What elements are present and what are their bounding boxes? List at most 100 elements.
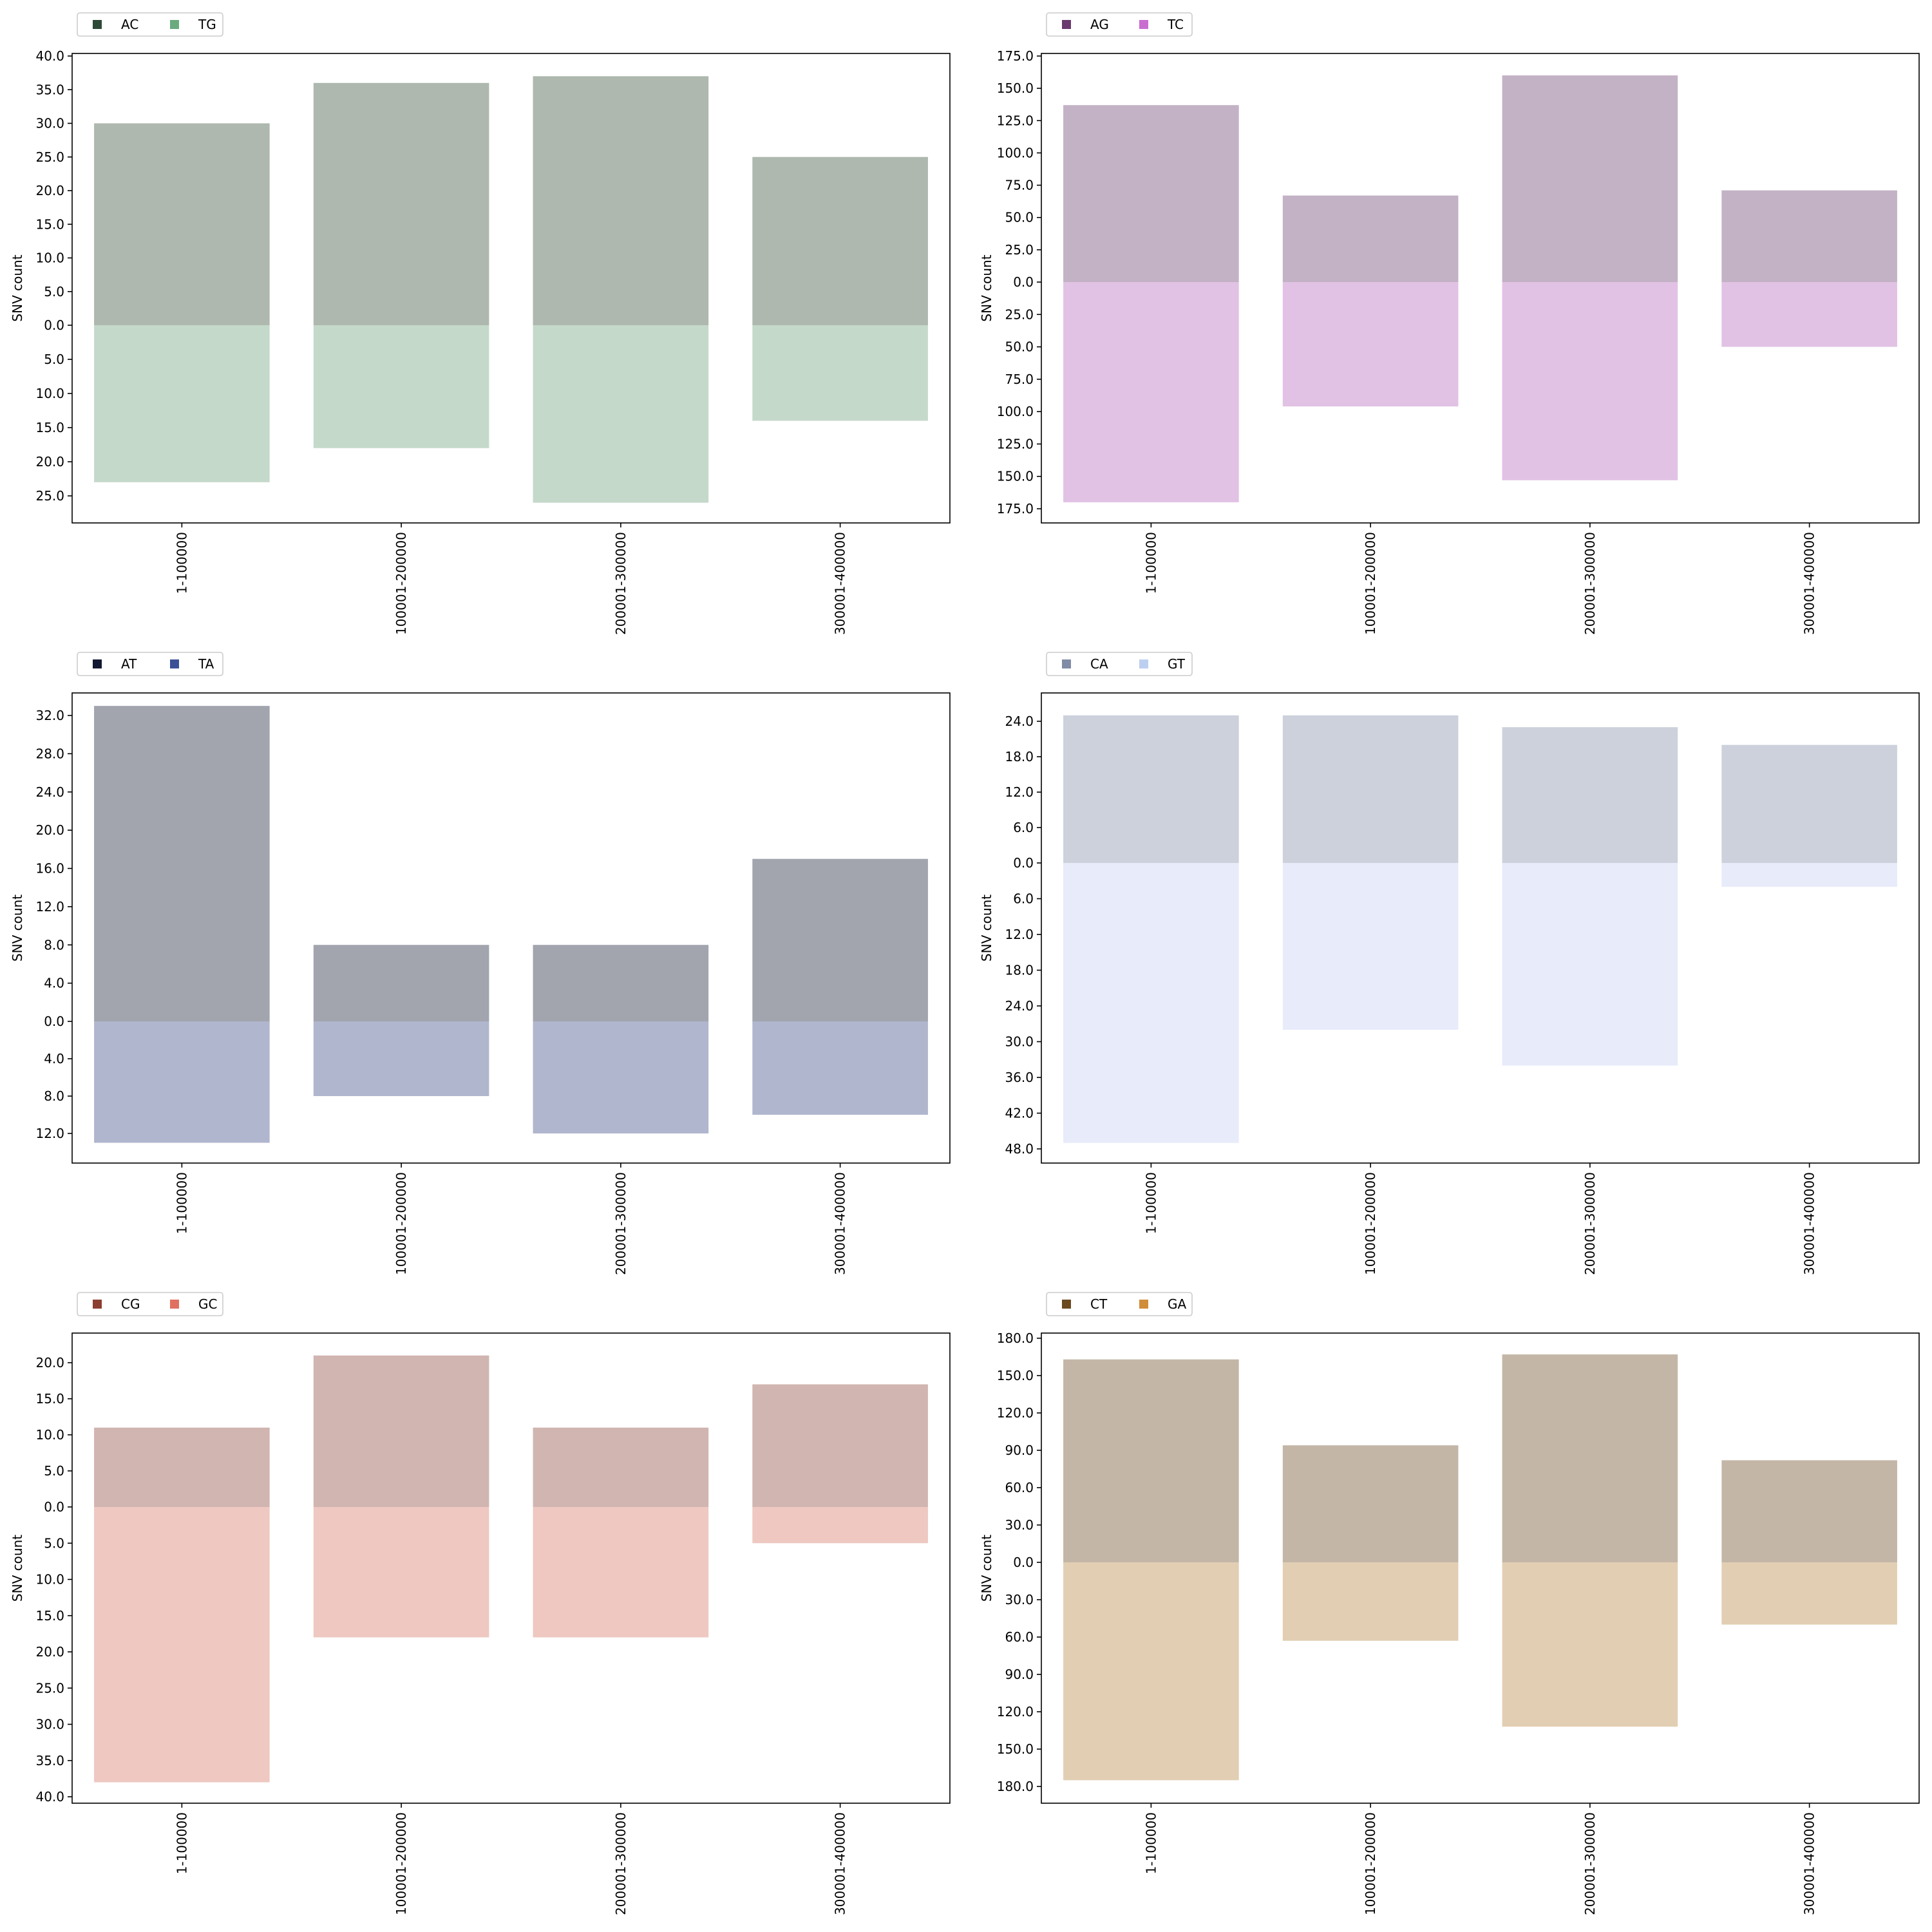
bar-tg-0 [94, 325, 270, 482]
y-tick-label: 16.0 [35, 861, 64, 876]
legend-swatch-ag [1062, 20, 1071, 29]
y-tick-label: 12.0 [35, 1126, 64, 1141]
y-tick-label: 36.0 [1005, 1070, 1034, 1085]
y-tick-label: 125.0 [997, 436, 1034, 451]
x-tick-label: 100001-200000 [1363, 1812, 1378, 1915]
x-tick-label: 200001-300000 [1582, 532, 1598, 635]
chart-panel-2: 0.0 4.0 8.0 12.0 16.0 20.0 24.0 28.0 32.0 4.0 8.0 1… [10, 652, 951, 1275]
bar-gt-3 [1721, 863, 1897, 887]
legend-label: GT [1168, 656, 1186, 672]
y-tick-label: 150.0 [997, 1741, 1034, 1757]
legend-label: TA [198, 656, 214, 672]
y-tick-label: 18.0 [1005, 749, 1034, 764]
legend: CA GT [1046, 652, 1193, 676]
y-tick-label: 20.0 [35, 454, 64, 469]
legend-label: CG [121, 1296, 140, 1312]
legend-swatch-gt [1139, 659, 1148, 668]
y-axis-label: SNV count [979, 254, 994, 321]
chart-panel-3: 0.0 6.0 12.0 18.0 24.0 6.0 12.0 18.0 24.0 30.0 36.… [979, 652, 1920, 1275]
legend-label: GC [198, 1296, 217, 1312]
y-tick-label: 12.0 [1005, 927, 1034, 942]
y-tick-label: 150.0 [997, 1368, 1034, 1383]
legend-swatch-ct [1062, 1300, 1071, 1309]
axes-frame [71, 53, 951, 524]
x-tick-label: 100001-200000 [393, 532, 409, 635]
y-tick-label: 10.0 [35, 1572, 64, 1587]
y-tick-label: 24.0 [1005, 714, 1034, 729]
x-tick-label: 200001-300000 [613, 1172, 629, 1275]
legend-swatch-ta [170, 659, 179, 668]
x-tick-label: 300001-400000 [1802, 1172, 1817, 1275]
legend-box [1046, 1292, 1193, 1316]
bar-at-2 [533, 945, 709, 1021]
y-tick-label: 0.0 [1013, 855, 1034, 871]
bar-tc-0 [1063, 282, 1239, 502]
axes-frame [1041, 1332, 1920, 1804]
bar-tg-2 [533, 325, 709, 503]
x-tick-label: 1-100000 [1143, 532, 1159, 594]
y-tick-label: 0.0 [44, 1499, 64, 1515]
bar-gt-2 [1502, 863, 1678, 1066]
x-tick-label: 100001-200000 [393, 1812, 409, 1915]
bar-gc-1 [313, 1507, 489, 1638]
bar-ct-1 [1282, 1445, 1459, 1562]
y-tick-label: 5.0 [44, 1463, 64, 1479]
y-tick-label: 10.0 [35, 1427, 64, 1443]
y-tick-label: 0.0 [1013, 1555, 1034, 1570]
bar-gt-1 [1282, 863, 1459, 1030]
legend-box [1046, 12, 1193, 37]
y-tick-label: 90.0 [1005, 1667, 1034, 1682]
x-tick-label: 100001-200000 [393, 1172, 409, 1275]
legend-label: GA [1168, 1296, 1186, 1312]
legend-box [77, 1292, 223, 1316]
bar-ct-2 [1502, 1354, 1678, 1562]
legend-swatch-tc [1139, 20, 1148, 29]
bar-at-0 [94, 706, 270, 1021]
x-tick-label: 300001-400000 [1802, 532, 1817, 635]
x-tick-label: 300001-400000 [833, 532, 848, 635]
bar-at-3 [752, 858, 928, 1021]
bar-gc-0 [94, 1507, 270, 1783]
y-axis-label: SNV count [10, 1535, 25, 1602]
legend: AG TC [1046, 12, 1193, 37]
bar-ac-1 [313, 82, 489, 326]
bar-cg-0 [94, 1427, 270, 1507]
y-tick-label: 25.0 [35, 1680, 64, 1696]
y-tick-label: 30.0 [35, 116, 64, 131]
axes-frame [71, 692, 951, 1164]
y-tick-label: 30.0 [1005, 1034, 1034, 1050]
y-tick-label: 10.0 [35, 251, 64, 266]
y-tick-label: 15.0 [35, 1391, 64, 1406]
bar-ga-3 [1721, 1562, 1897, 1625]
y-tick-label: 75.0 [1005, 372, 1034, 387]
bar-tc-3 [1721, 282, 1897, 347]
y-tick-label: 175.0 [997, 48, 1034, 64]
y-tick-label: 175.0 [997, 501, 1034, 516]
y-tick-label: 25.0 [1005, 242, 1034, 258]
y-tick-label: 120.0 [997, 1405, 1034, 1421]
legend: CT GA [1046, 1292, 1193, 1316]
x-tick-label: 300001-400000 [833, 1172, 848, 1275]
y-tick-label: 30.0 [35, 1717, 64, 1732]
y-tick-label: 10.0 [35, 386, 64, 401]
bar-ta-1 [313, 1021, 489, 1096]
y-tick-label: 100.0 [997, 145, 1034, 160]
y-tick-label: 24.0 [1005, 998, 1034, 1014]
bar-ga-0 [1063, 1562, 1239, 1781]
bar-tg-1 [313, 325, 489, 448]
chart-panel-1: 0.0 25.0 50.0 75.0 100.0 125.0 150.0 175.0 25.0 5… [979, 12, 1920, 635]
y-tick-label: 125.0 [997, 113, 1034, 128]
bar-ga-2 [1502, 1562, 1678, 1727]
legend-swatch-ga [1139, 1300, 1148, 1309]
y-tick-label: 60.0 [1005, 1629, 1034, 1645]
y-tick-label: 28.0 [35, 746, 64, 761]
legend-swatch-ac [93, 20, 102, 29]
bar-ca-2 [1502, 727, 1678, 863]
axes-frame [1041, 53, 1920, 524]
y-axis-label: SNV count [979, 895, 994, 961]
bar-cg-3 [752, 1384, 928, 1507]
y-tick-label: 6.0 [1013, 891, 1034, 907]
y-tick-label: 90.0 [1005, 1443, 1034, 1458]
x-tick-label: 200001-300000 [1582, 1812, 1598, 1915]
y-tick-label: 5.0 [44, 1535, 64, 1551]
